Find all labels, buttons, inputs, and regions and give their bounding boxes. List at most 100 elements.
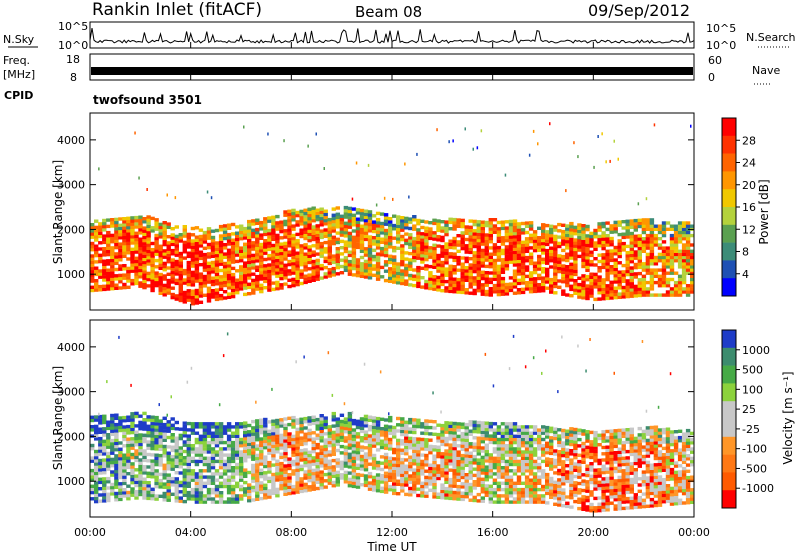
heatmap-cell <box>255 485 260 489</box>
heatmap-cell <box>122 494 127 498</box>
heatmap-cell <box>685 221 691 225</box>
heatmap-cell <box>404 473 409 478</box>
heatmap-cell <box>194 459 200 464</box>
heatmap-cell <box>307 260 312 265</box>
heatmap-cell <box>367 475 373 479</box>
heatmap-cell <box>460 287 465 291</box>
heatmap-cell <box>621 226 626 230</box>
heatmap-cell <box>126 440 131 444</box>
heatmap-cell <box>114 460 119 464</box>
heatmap-cell <box>581 280 586 284</box>
heatmap-cell <box>239 494 244 498</box>
heatmap-cell <box>500 500 506 504</box>
heatmap-cell <box>158 494 163 498</box>
heatmap-cell <box>122 254 127 258</box>
heatmap-cell <box>404 452 409 456</box>
heatmap-cell <box>94 474 99 479</box>
heatmap-cell <box>420 466 425 470</box>
heatmap-cell <box>677 240 683 244</box>
heatmap-cell <box>383 490 389 494</box>
heatmap-cell <box>488 425 493 429</box>
heatmap-cell <box>102 268 107 273</box>
heatmap-cell <box>319 267 324 271</box>
heatmap-cell <box>436 256 441 261</box>
heatmap-cell <box>665 221 671 225</box>
heatmap-cell <box>601 243 606 248</box>
heatmap-cell <box>214 453 220 457</box>
heatmap-cell <box>472 269 477 274</box>
heatmap-cell <box>645 233 651 238</box>
heatmap-cell <box>379 212 385 216</box>
heatmap-cell <box>690 224 694 228</box>
heatmap-cell <box>267 495 272 499</box>
heatmap-cell <box>476 474 481 478</box>
heatmap-speck <box>613 139 615 143</box>
heatmap-cell <box>126 456 131 460</box>
heatmap-cell <box>275 478 280 482</box>
heatmap-cell <box>541 257 546 261</box>
heatmap-cell <box>275 214 280 219</box>
heatmap-cell <box>170 448 175 453</box>
heatmap-cell <box>444 474 449 478</box>
heatmap-cell <box>416 250 421 254</box>
heatmap-cell <box>230 431 236 435</box>
heatmap-cell <box>150 266 155 271</box>
heatmap-cell <box>102 439 107 443</box>
heatmap-cell <box>122 434 127 439</box>
heatmap-cell <box>174 225 179 229</box>
heatmap-cell <box>528 239 534 244</box>
heatmap-cell <box>420 260 425 264</box>
heatmap-cell <box>218 497 224 501</box>
heatmap-cell <box>218 466 224 470</box>
heatmap-cell <box>553 278 558 282</box>
heatmap-cell <box>134 234 139 239</box>
heatmap-cell <box>230 251 236 255</box>
heatmap-cell <box>480 248 485 253</box>
heatmap-cell <box>512 238 518 242</box>
heatmap-cell <box>388 462 393 467</box>
heatmap-cell <box>367 254 373 258</box>
heatmap-cell <box>484 490 489 494</box>
heatmap-cell <box>613 252 618 256</box>
heatmap-cell <box>464 244 469 248</box>
heatmap-cell <box>617 251 622 256</box>
heatmap-cell <box>335 448 340 453</box>
heatmap-cell <box>299 272 304 276</box>
heatmap-cell <box>480 468 485 472</box>
heatmap-cell <box>150 216 155 221</box>
heatmap-cell <box>444 270 449 274</box>
heatmap-cell <box>508 260 514 264</box>
heatmap-cell <box>484 434 489 438</box>
heatmap-cell <box>186 276 191 280</box>
heatmap-cell <box>420 491 425 495</box>
heatmap-cell <box>162 236 167 241</box>
heatmap-cell <box>311 471 316 476</box>
heatmap-cell <box>500 261 506 265</box>
heatmap-cell <box>589 285 594 289</box>
heatmap-cell <box>118 254 123 259</box>
heatmap-cell <box>396 227 401 232</box>
heatmap-cell <box>271 272 276 276</box>
heatmap-cell <box>339 217 345 222</box>
heatmap-cell <box>303 218 308 222</box>
heatmap-cell <box>605 252 610 257</box>
heatmap-cell <box>379 489 385 494</box>
heatmap-cell <box>206 440 212 445</box>
heatmap-cell <box>146 218 151 222</box>
heatmap-cell <box>641 265 647 269</box>
heatmap-cell <box>524 265 530 269</box>
heatmap-cell <box>379 231 385 235</box>
heatmap-cell <box>114 252 119 256</box>
heatmap-cell <box>480 430 485 434</box>
heatmap-cell <box>597 275 602 279</box>
heatmap-cell <box>283 222 288 227</box>
heatmap-cell <box>295 254 300 259</box>
heatmap-cell <box>247 251 252 255</box>
heatmap-cell <box>432 476 437 480</box>
heatmap-cell <box>311 278 316 282</box>
heatmap-cell <box>307 419 312 423</box>
heatmap-cell <box>243 443 248 447</box>
heatmap-cell <box>500 481 506 485</box>
heatmap-cell <box>613 220 618 225</box>
